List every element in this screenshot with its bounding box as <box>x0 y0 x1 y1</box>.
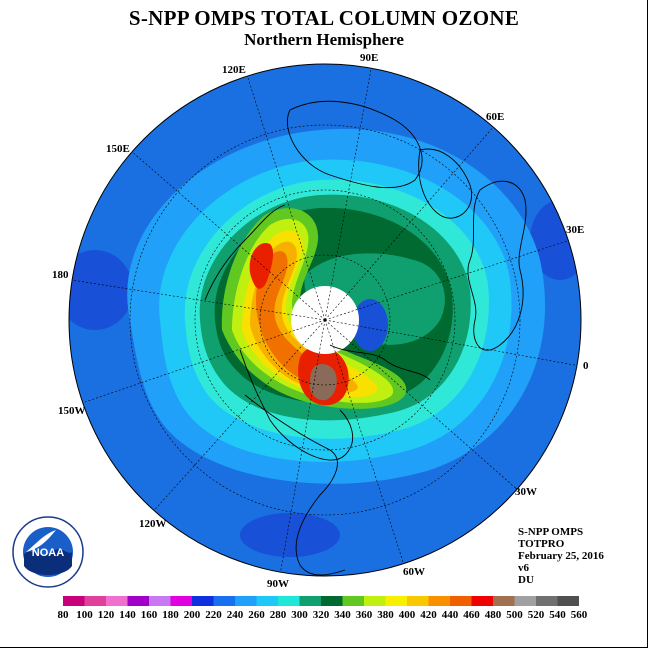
figure-subtitle: Northern Hemisphere <box>244 30 404 49</box>
colorbar-segment <box>235 596 257 606</box>
colorbar-segment <box>256 596 279 606</box>
colorbar-tick-label: 540 <box>549 609 566 621</box>
low-ozone-patch-tropics <box>240 513 340 557</box>
colorbar-tick-label: 360 <box>355 609 373 621</box>
colorbar-tick-label: 440 <box>441 609 459 621</box>
lon-label-30w: 30W <box>515 486 537 498</box>
map-boundary <box>68 63 582 577</box>
colorbar-tick-label: 300 <box>291 609 308 621</box>
low-ozone-patch-pacific <box>69 250 133 330</box>
contour-460 <box>256 251 340 390</box>
lon-label-150w: 150W <box>58 405 86 417</box>
colorbar-tick-label: 460 <box>463 609 480 621</box>
colorbar-segment <box>450 596 472 606</box>
colorbar-segment <box>213 596 236 606</box>
info-block: S-NPP OMPS TOTPRO February 25, 2016 v6 D… <box>518 526 604 586</box>
lon-label-0: 0 <box>583 360 589 372</box>
ozone-field <box>69 64 581 576</box>
colorbar-segment <box>106 596 128 606</box>
colorbar-segment <box>557 596 579 606</box>
contour-480 <box>249 242 274 289</box>
info-version: v6 <box>518 562 529 574</box>
lon-label-60e: 60E <box>486 111 505 123</box>
colorbar-segment <box>170 596 193 606</box>
noaa-logo: NOAA <box>12 516 84 588</box>
info-product: TOTPRO <box>518 538 565 550</box>
colorbar-tick-label: 420 <box>420 609 437 621</box>
colorbar-tick-label: 340 <box>334 609 351 621</box>
lon-label-180: 180 <box>52 269 69 281</box>
colorbar-tick-label: 160 <box>140 609 158 621</box>
lon-label-60w: 60W <box>403 566 425 578</box>
colorbar-segment <box>321 596 343 606</box>
coastlines <box>204 100 527 576</box>
colorbar-tick-label: 220 <box>205 609 222 621</box>
colorbar-segment <box>299 596 322 606</box>
colorbar-segment <box>342 596 365 606</box>
colorbar-segment <box>84 596 107 606</box>
colorbar-tick-label: 320 <box>312 609 330 621</box>
colorbar-segment <box>278 596 300 606</box>
colorbar-segment <box>407 596 429 606</box>
lon-label-90w: 90W <box>267 578 289 590</box>
colorbar-segment <box>536 596 558 606</box>
colorbar-segment <box>127 596 150 606</box>
lon-label-120w: 120W <box>139 518 167 530</box>
colorbar-segment <box>192 596 214 606</box>
colorbar-tick-label: 480 <box>484 609 502 621</box>
colorbar-tick-label: 520 <box>527 609 545 621</box>
colorbar-segment <box>428 596 451 606</box>
colorbar <box>63 596 579 606</box>
lon-label-30e: 30E <box>566 224 585 236</box>
info-units: DU <box>518 574 534 586</box>
colorbar-tick-label: 180 <box>162 609 179 621</box>
colorbar-segment <box>493 596 515 606</box>
colorbar-tick-label: 260 <box>248 609 265 621</box>
colorbar-tick-label: 240 <box>226 609 244 621</box>
colorbar-tick-label: 120 <box>97 609 115 621</box>
colorbar-tick-label: 200 <box>183 609 201 621</box>
info-date: February 25, 2016 <box>518 550 604 562</box>
colorbar-segment <box>385 596 408 606</box>
lon-label-150e: 150E <box>106 143 130 155</box>
logo-text: NOAA <box>32 547 64 559</box>
contour-520-max <box>309 364 337 401</box>
low-ozone-polar <box>352 299 388 351</box>
info-instrument: S-NPP OMPS <box>518 526 584 538</box>
colorbar-tick-label: 280 <box>269 609 287 621</box>
colorbar-tick-label: 400 <box>398 609 416 621</box>
lon-label-120e: 120E <box>222 64 246 76</box>
colorbar-tick-label: 100 <box>76 609 93 621</box>
colorbar-tick-label: 380 <box>377 609 394 621</box>
figure-title: S-NPP OMPS TOTAL COLUMN OZONE <box>128 6 520 30</box>
colorbar-tick-label: 560 <box>570 609 588 621</box>
colorbar-segment <box>471 596 494 606</box>
colorbar-tick-label: 80 <box>57 609 69 621</box>
lon-label-90e: 90E <box>360 52 379 64</box>
colorbar-segment <box>63 596 85 606</box>
colorbar-segment <box>514 596 537 606</box>
colorbar-segment <box>149 596 171 606</box>
colorbar-tick-label: 500 <box>506 609 523 621</box>
colorbar-tick-label: 140 <box>119 609 136 621</box>
colorbar-segment <box>364 596 386 606</box>
